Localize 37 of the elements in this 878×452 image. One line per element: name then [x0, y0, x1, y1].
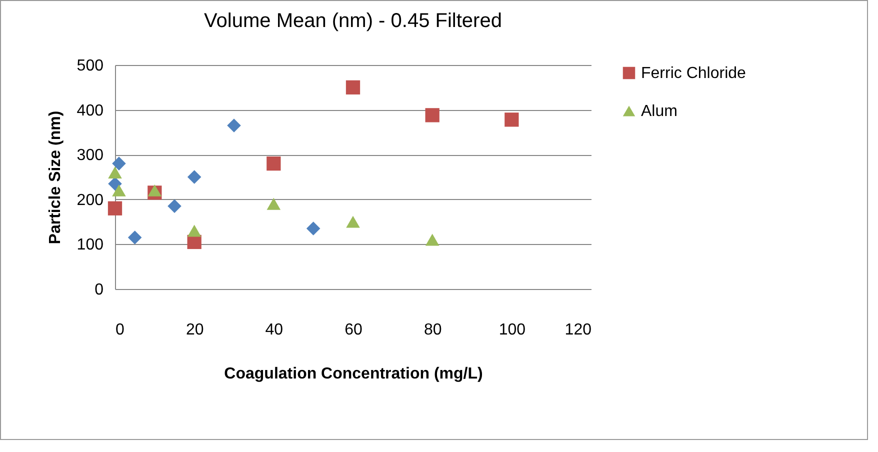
- x-tick-label: 80: [424, 322, 442, 338]
- point: [266, 156, 281, 171]
- y-tick-label: 0: [94, 282, 104, 298]
- point: [187, 224, 202, 237]
- point: [425, 234, 440, 246]
- point: [168, 199, 182, 214]
- x-tick-label: 100: [498, 322, 526, 338]
- y-axis-title: Particle Size (nm): [46, 110, 64, 244]
- point: [187, 170, 202, 184]
- x-tick-label: 20: [186, 322, 204, 338]
- y-tick-label: 400: [76, 102, 104, 120]
- y-tick-label: 100: [76, 236, 104, 254]
- x-tick-label: 40: [265, 322, 284, 338]
- point: [346, 80, 360, 94]
- point: [266, 198, 281, 210]
- point: [504, 112, 519, 127]
- point: [112, 184, 126, 196]
- x-axis-title: Coagulation Concentration (mg/L): [224, 366, 483, 382]
- y-tick-label: 500: [76, 58, 104, 74]
- point: [108, 166, 122, 178]
- point: [227, 118, 241, 132]
- point: [425, 108, 440, 122]
- x-tick-label: 60: [344, 322, 362, 338]
- point: [128, 230, 142, 244]
- point: [306, 222, 320, 236]
- legend-label: Ferric Chloride: [641, 65, 746, 82]
- y-tick-label: 200: [76, 192, 104, 209]
- x-tick-label: 0: [116, 322, 124, 338]
- chart-title: Volume Mean (nm) - 0.45 Filtered: [204, 10, 502, 32]
- point: [108, 176, 122, 191]
- point: [346, 216, 360, 228]
- point: [108, 201, 122, 216]
- point: [112, 156, 126, 170]
- x-tick-label: 120: [564, 322, 592, 338]
- legend-label: Alum: [641, 103, 678, 120]
- y-tick-label: 300: [76, 147, 104, 164]
- point: [148, 184, 162, 196]
